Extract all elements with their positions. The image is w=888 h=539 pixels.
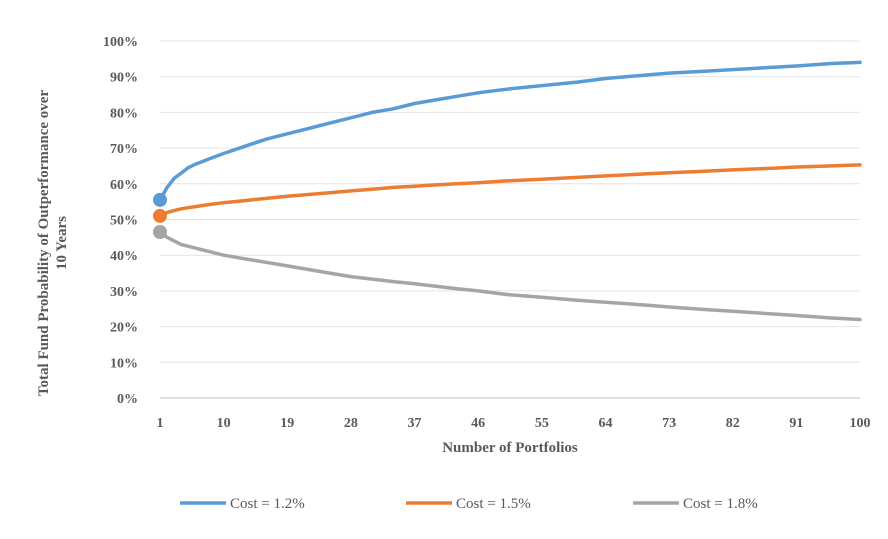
gridlines xyxy=(160,40,860,363)
legend-label: Cost = 1.8% xyxy=(683,496,758,512)
y-tick-label: 0% xyxy=(117,392,138,407)
x-tick-label: 91 xyxy=(789,416,803,431)
x-tick-label: 64 xyxy=(598,416,612,431)
legend-label: Cost = 1.2% xyxy=(230,496,305,512)
y-axis-title-line1: Total Fund Probability of Outperformance… xyxy=(36,90,52,397)
series-start-point-cost-1-5 xyxy=(153,208,167,223)
y-axis-title: Total Fund Probability of Outperformance… xyxy=(36,90,70,397)
legend-label: Cost = 1.5% xyxy=(456,496,531,512)
legend-entry-cost-1-5: Cost = 1.5% xyxy=(406,496,531,512)
x-tick-label: 100 xyxy=(850,416,871,431)
x-tick-label: 37 xyxy=(408,416,422,431)
y-tick-label: 70% xyxy=(110,142,138,157)
x-tick-label: 73 xyxy=(662,416,676,431)
series-start-point-cost-1-8 xyxy=(153,224,167,239)
x-tick-labels: 1 10 19 28 37 46 55 64 73 82 91 100 xyxy=(157,416,871,431)
y-tick-label: 50% xyxy=(110,214,138,229)
legend-entry-cost-1-8: Cost = 1.8% xyxy=(633,496,758,512)
y-axis-title-line2: 10 Years xyxy=(54,216,70,270)
start-markers xyxy=(153,192,167,239)
x-tick-label: 82 xyxy=(726,416,740,431)
y-tick-label: 60% xyxy=(110,178,138,193)
y-tick-labels: 0% 10% 20% 30% 40% 50% 60% 70% 80% 90% 100% xyxy=(103,35,138,407)
legend-entry-cost-1-2: Cost = 1.2% xyxy=(180,496,305,512)
series-line-cost-1-2 xyxy=(158,60,862,202)
y-tick-label: 100% xyxy=(103,35,138,50)
y-tick-label: 30% xyxy=(110,285,138,300)
y-tick-label: 80% xyxy=(110,106,138,121)
x-tick-label: 28 xyxy=(344,416,358,431)
x-tick-label: 55 xyxy=(535,416,549,431)
series-line-cost-1-8 xyxy=(158,230,862,322)
y-tick-label: 10% xyxy=(110,356,138,371)
y-tick-label: 40% xyxy=(110,249,138,264)
legend: Cost = 1.2% Cost = 1.5% Cost = 1.8% xyxy=(180,496,758,512)
x-tick-label: 10 xyxy=(217,416,231,431)
series-lines xyxy=(158,60,862,322)
x-axis-title: Number of Portfolios xyxy=(442,440,578,456)
y-tick-label: 20% xyxy=(110,321,138,336)
series-start-point-cost-1-2 xyxy=(153,192,167,207)
x-tick-label: 19 xyxy=(280,416,294,431)
series-line-cost-1-5 xyxy=(158,163,862,218)
y-tick-label: 90% xyxy=(110,71,138,86)
x-tick-label: 46 xyxy=(471,416,485,431)
x-tick-label: 1 xyxy=(157,416,164,431)
